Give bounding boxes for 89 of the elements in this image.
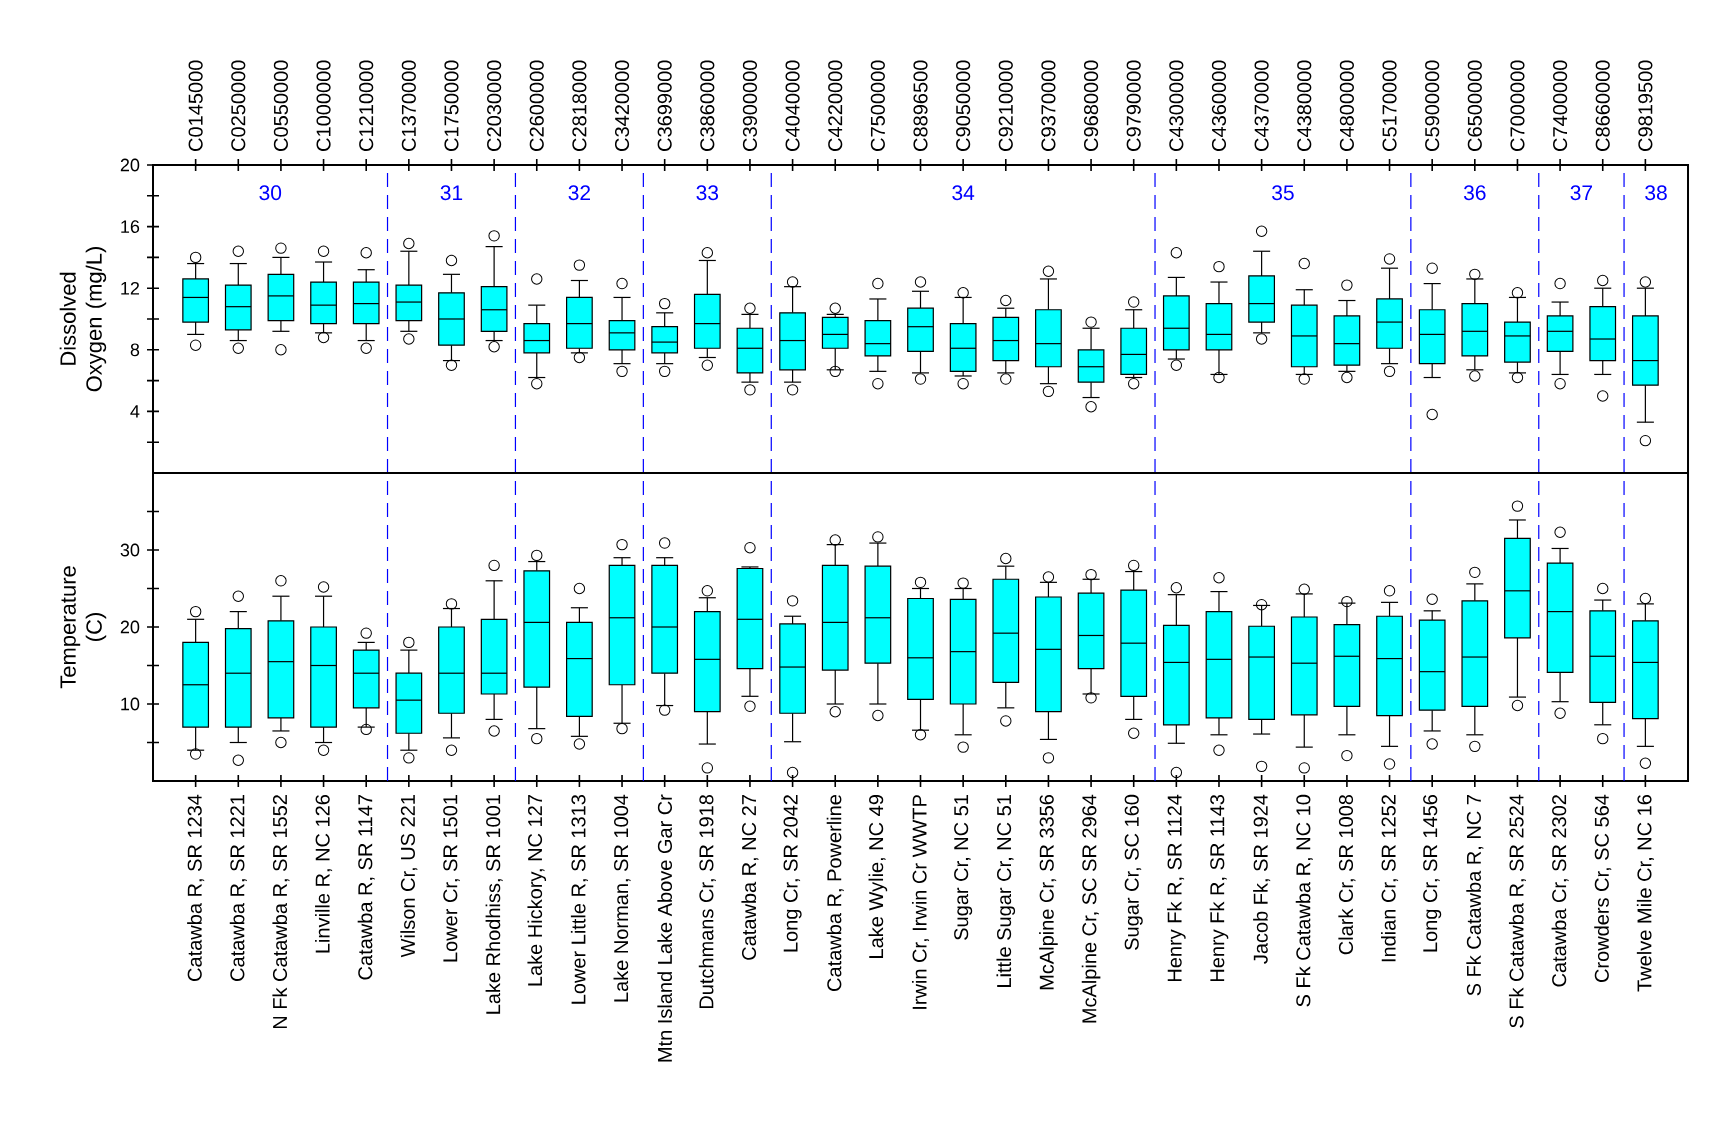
x-tick-label: C5170000 [1382, 60, 1397, 151]
x-tick-label: C9210000 [998, 60, 1013, 151]
annotation: 30 [259, 185, 282, 201]
y-axis-title: Dissolved Oxygen (mg/L) [59, 247, 107, 392]
x-tick-label: C4380000 [1297, 60, 1312, 151]
y-tick-label: 30 [120, 543, 140, 557]
x-tick-label: C0250000 [231, 60, 246, 151]
x-tick-label: C3900000 [742, 60, 758, 151]
x-tick-label: C0550000 [273, 60, 288, 151]
x-tick-label: Wilson Cr, US 221 [400, 795, 418, 958]
x-tick-label: Long Cr, SR 2042 [783, 795, 802, 952]
x-tick-label: C4040000 [785, 60, 800, 151]
y-axis-title: Temperature (C) [60, 566, 107, 689]
x-tick-label: C8660000 [1595, 60, 1610, 151]
x-tick-label: Indian Cr, SR 1252 [1381, 795, 1399, 962]
x-tick-label: C0145000 [188, 60, 203, 151]
x-tick-label: Lower Little R, SR 1313 [570, 794, 588, 1004]
x-tick-label: C2818000 [572, 60, 587, 151]
x-tick-label: Crowders Cr, SC 564 [1594, 794, 1612, 983]
x-tick-label: C9370000 [1041, 60, 1056, 151]
x-tick-label: C9680000 [1083, 60, 1099, 151]
x-tick-label: Catawba R, SR 1221 [229, 795, 247, 981]
annotation: 37 [1570, 185, 1593, 201]
x-tick-label: C4220000 [828, 60, 843, 151]
x-tick-label: Irwin Cr, Irwin Cr WWTP [911, 795, 930, 1009]
x-tick-label: Henry Fk R, SR 1143 [1209, 794, 1229, 982]
x-tick-label: McAlpine Cr, SC SR 2964 [1081, 794, 1101, 1023]
x-tick-label: Catawba Cr, SR 2302 [1551, 795, 1569, 987]
x-tick-label: C1000000 [316, 60, 331, 151]
x-tick-label: C4800000 [1339, 60, 1354, 151]
y-tick-label: 8 [130, 343, 140, 357]
x-tick-label: C1370000 [401, 60, 416, 151]
y-tick-label: 12 [121, 281, 140, 295]
x-tick-label: Twelve Mile Cr, NC 16 [1636, 794, 1654, 992]
x-tick-label: C4360000 [1211, 60, 1227, 151]
annotation: 36 [1463, 185, 1486, 201]
x-tick-label: Sugar Cr, SC 160 [1124, 794, 1143, 950]
y-tick-label: 20 [120, 158, 140, 172]
annotation: 38 [1645, 185, 1667, 201]
annotation: 31 [440, 185, 463, 201]
x-tick-label: C9790000 [1126, 60, 1141, 151]
annotation: 33 [696, 185, 719, 201]
x-tick-label: Lake Hickory, NC 127 [527, 795, 547, 986]
x-tick-label: Lake Norman, SR 1004 [613, 794, 631, 1002]
annotation: 32 [568, 185, 590, 201]
x-tick-label: C3860000 [700, 60, 715, 151]
x-tick-label: C2030000 [487, 60, 502, 151]
x-tick-label: Catawba R, NC 27 [741, 795, 759, 960]
x-tick-label: C4370000 [1254, 60, 1269, 151]
x-tick-label: Lower Cr, SR 1501 [443, 795, 460, 962]
x-tick-label: Lake Rhodhiss, SR 1001 [485, 795, 503, 1014]
x-tick-label: C7000000 [1510, 60, 1525, 151]
x-tick-label: C8896500 [913, 60, 928, 151]
annotation: 34 [952, 185, 975, 201]
y-tick-label: 16 [121, 220, 140, 233]
x-tick-label: Catawba R, Powerline [826, 795, 844, 991]
x-tick-label: N Fk Catawba R, SR 1552 [272, 795, 290, 1029]
x-tick-label: Sugar Cr, NC 51 [954, 795, 973, 940]
x-tick-label: McAlpine Cr, SR 3356 [1039, 794, 1058, 990]
x-tick-label: Henry Fk R, SR 1124 [1167, 794, 1186, 982]
x-tick-label: C4300000 [1169, 60, 1184, 151]
x-tick-label: Mtn Island Lake Above Gar Cr [657, 794, 673, 1062]
annotation: 35 [1272, 185, 1294, 201]
x-tick-label: C2600000 [529, 60, 544, 151]
x-tick-label: Linville R, NC 126 [315, 794, 333, 953]
x-tick-label: S Fk Catawba R, NC 10 [1295, 794, 1313, 1007]
x-tick-label: Long Cr, SR 1456 [1423, 794, 1442, 952]
y-tick-label: 20 [120, 620, 140, 634]
x-tick-label: Lake Wylie, NC 49 [868, 795, 888, 958]
x-tick-label: Jacob Fk, SR 1924 [1253, 794, 1271, 964]
x-tick-label: C3699000 [657, 60, 672, 151]
x-tick-label: Catawba R, SR 1234 [187, 794, 205, 981]
x-tick-label: S Fk Catawba R, SR 2524 [1508, 794, 1526, 1028]
x-tick-label: C5900000 [1425, 60, 1440, 151]
x-tick-label: Little Sugar Cr, NC 51 [996, 795, 1016, 987]
x-tick-label: C1750000 [444, 60, 459, 151]
x-tick-label: C7500000 [870, 60, 885, 151]
x-tick-label: C9050000 [956, 60, 971, 151]
x-tick-label: Dutchmans Cr, SR 1918 [698, 794, 716, 1009]
x-tick-label: S Fk Catawba R, NC 7 [1466, 795, 1484, 996]
y-tick-label: 10 [121, 697, 140, 711]
x-tick-label: C7400000 [1553, 60, 1568, 151]
y-tick-label: 4 [130, 405, 140, 418]
x-tick-label: C3420000 [614, 60, 630, 151]
x-tick-label: Catawba R, SR 1147 [357, 795, 375, 980]
x-tick-label: C1210000 [359, 60, 374, 151]
x-tick-label: C6500000 [1467, 60, 1482, 151]
x-tick-label: Clark Cr, SR 1008 [1338, 794, 1356, 955]
x-tick-label: C9819500 [1638, 60, 1653, 151]
